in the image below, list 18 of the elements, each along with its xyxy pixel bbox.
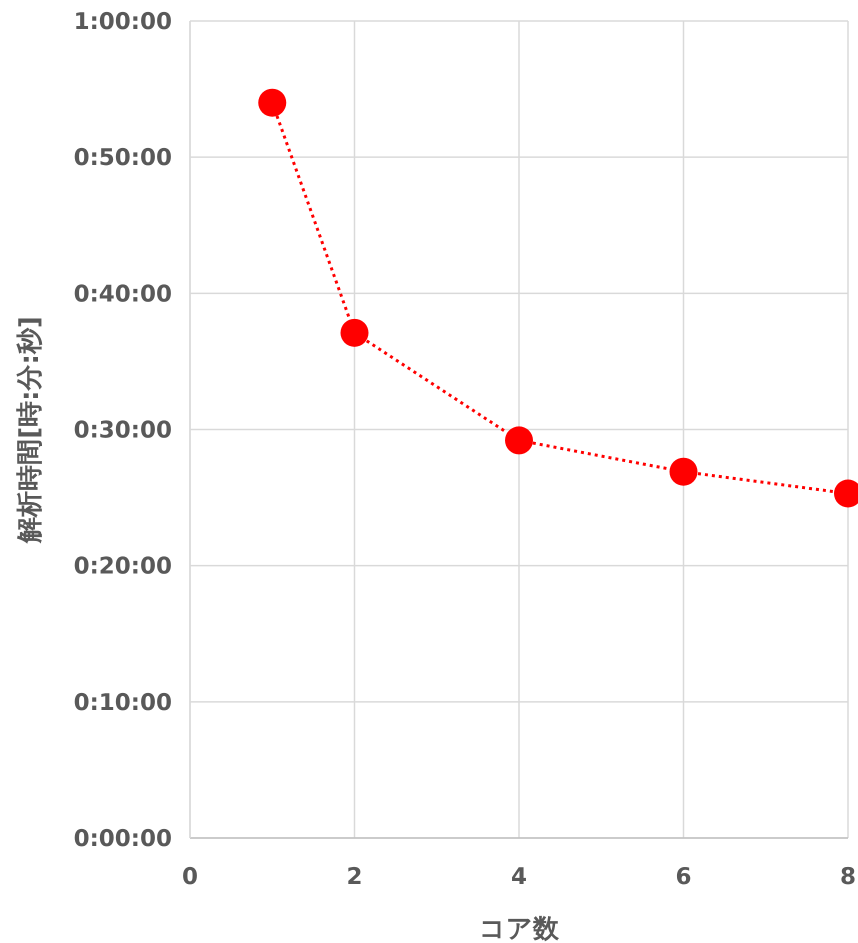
y-tick-label: 0:20:00 — [74, 554, 172, 580]
y-tick-label: 1:00:00 — [74, 9, 172, 35]
point — [258, 88, 286, 117]
y-axis-title: 解析時間[時:分:秒] — [15, 316, 45, 544]
x-tick-label: 4 — [510, 864, 528, 890]
point — [340, 318, 368, 347]
point — [505, 426, 533, 454]
point — [670, 458, 698, 486]
x-axis-title: コア数 — [479, 914, 560, 943]
x-tick-label: 8 — [840, 864, 856, 890]
x-tick-label: 0 — [182, 864, 198, 890]
y-tick-label: 0:30:00 — [74, 418, 172, 444]
y-tick-label: 0:10:00 — [74, 690, 172, 716]
x-tick-label: 6 — [675, 864, 692, 890]
y-tick-label: 0:00:00 — [74, 826, 172, 852]
x-tick-label: 2 — [346, 864, 363, 890]
y-tick-label: 0:40:00 — [74, 281, 172, 308]
y-tick-label: 0:50:00 — [74, 145, 172, 172]
